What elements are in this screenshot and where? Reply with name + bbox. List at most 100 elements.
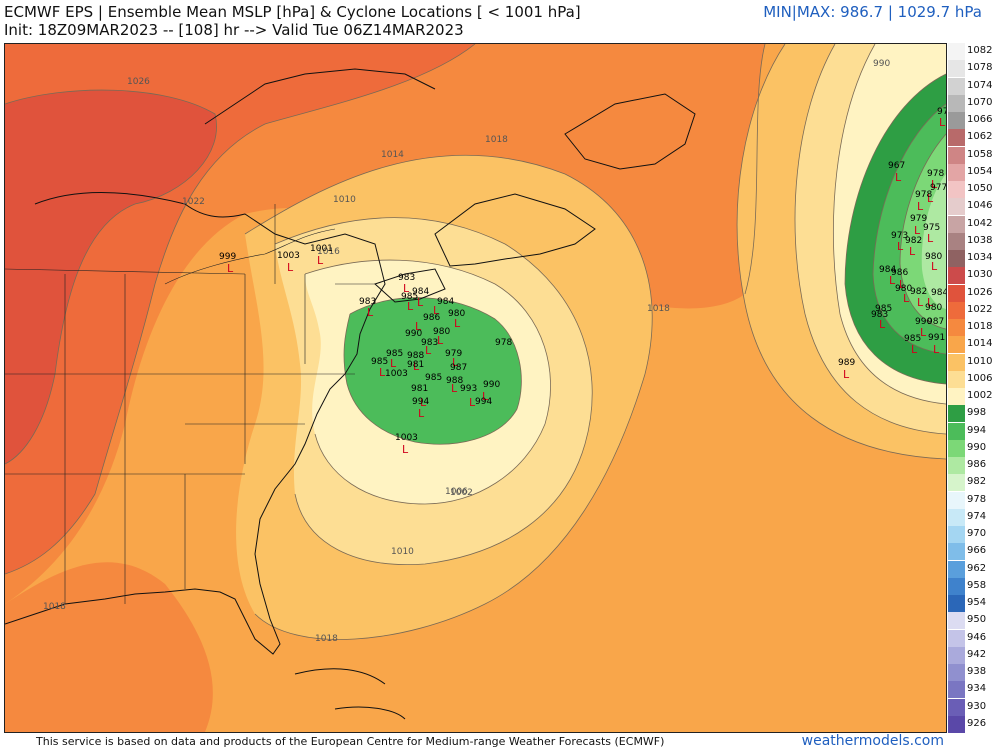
legend-label: 1014	[967, 338, 993, 350]
isobar-lines	[5, 44, 946, 640]
low-value: 994	[475, 397, 492, 407]
legend-entry: 938	[948, 664, 1000, 682]
legend-entry: 1058	[948, 146, 1000, 164]
low-value: 987	[450, 363, 467, 373]
legend-label: 1006	[967, 372, 993, 384]
isobar-label: 1026	[127, 77, 150, 87]
legend-swatch	[948, 474, 965, 492]
isobar-label: 1010	[333, 195, 356, 205]
legend-entry: 1082	[948, 43, 1000, 61]
low-marker: L	[425, 344, 432, 357]
legend-swatch	[948, 215, 965, 233]
low-marker: L	[917, 200, 924, 213]
low-value: 1003	[277, 251, 300, 261]
low-marker: L	[931, 178, 938, 191]
isobar-label: 1016	[317, 247, 340, 257]
legend-swatch	[948, 353, 965, 371]
low-value: 983	[398, 273, 415, 283]
legend-label: 1018	[967, 321, 993, 332]
low-value: 982	[905, 236, 922, 246]
low-marker: L	[911, 343, 918, 356]
legend-swatch	[948, 198, 965, 216]
data-credit: This service is based on data and produc…	[36, 735, 665, 748]
low-value: 989	[838, 358, 855, 368]
isobar-label: 1018	[43, 602, 66, 612]
legend-entry: 970	[948, 526, 1000, 544]
legend-label: 1034	[967, 252, 993, 263]
legend-swatch	[948, 560, 965, 578]
legend-entry: 1014	[948, 336, 1000, 354]
legend-label: 994	[967, 424, 987, 436]
legend-entry: 1022	[948, 301, 1000, 319]
legend-entry: 982	[948, 474, 1000, 492]
min-max-readout: MIN|MAX: 986.7 | 1029.7 hPa	[763, 3, 982, 21]
low-value: 975	[923, 223, 940, 233]
legend-entry: 930	[948, 698, 1000, 716]
low-value: 984	[931, 288, 946, 298]
legend-swatch	[948, 698, 965, 716]
legend-label: 1046	[967, 200, 993, 212]
legend-entry: 946	[948, 629, 1000, 647]
low-value: 980	[433, 327, 450, 337]
legend-entry: 1006	[948, 370, 1000, 388]
low-value: 984	[879, 265, 896, 275]
low-value: 973	[891, 231, 908, 241]
low-marker: L	[452, 356, 459, 369]
legend-swatch	[948, 370, 965, 388]
legend-label: 938	[967, 666, 987, 677]
legend-label: 998	[967, 407, 987, 419]
legend-entry: 1010	[948, 353, 1000, 371]
low-value: 978	[937, 107, 946, 117]
low-marker: L	[469, 396, 476, 409]
low-marker: L	[939, 116, 946, 129]
low-marker: L	[437, 334, 444, 347]
legend-label: 950	[967, 614, 987, 626]
low-marker: L	[227, 262, 234, 275]
legend-swatch	[948, 319, 965, 337]
legend-swatch	[948, 681, 965, 699]
legend-label: 958	[967, 579, 987, 591]
legend-entry: 978	[948, 491, 1000, 509]
legend-swatch	[948, 629, 965, 647]
atlantic-fill-986	[921, 174, 946, 309]
legend-swatch	[948, 112, 965, 130]
low-marker: L	[418, 407, 425, 420]
low-value: 984	[412, 287, 429, 297]
legend-entry: 990	[948, 439, 1000, 457]
legend-entry: 1002	[948, 388, 1000, 406]
low-value: 967	[888, 161, 905, 171]
low-value: 978	[495, 338, 512, 348]
legend-label: 978	[967, 493, 987, 505]
brand-link[interactable]: weathermodels.com	[801, 733, 944, 749]
legend-entry: 1062	[948, 129, 1000, 147]
low-marker: L	[931, 260, 938, 273]
low-value: 980	[448, 309, 465, 319]
legend-swatch	[948, 405, 965, 423]
legend-label: 1050	[967, 183, 993, 194]
legend-swatch	[948, 250, 965, 268]
pressure-color-legend: 1082 1078 1074 1070 1066 1062 1058 1054 1050 1046…	[948, 43, 1000, 733]
legend-swatch	[948, 595, 965, 613]
legend-entry: 962	[948, 560, 1000, 578]
legend-swatch	[948, 336, 965, 354]
low-marker: L	[420, 396, 427, 409]
low-value: 1001	[310, 244, 333, 254]
isobar-label: 1018	[485, 135, 508, 145]
low-marker: L	[433, 304, 440, 317]
isobar-labels: 1026 1022 1018 1014 1010 1002 1002 1006 …	[43, 59, 890, 644]
low-value: 986	[423, 313, 440, 323]
legend-swatch	[948, 646, 965, 664]
legend-label: 954	[967, 597, 987, 608]
low-value: 993	[460, 384, 477, 394]
low-value: 988	[446, 376, 463, 386]
legend-swatch	[948, 163, 965, 181]
low-marker: L	[909, 245, 916, 258]
low-value: 985	[401, 292, 418, 302]
legend-label: 1074	[967, 79, 993, 91]
isobar-label: 1018	[315, 634, 338, 644]
isobar-label: 1014	[381, 150, 404, 160]
low-marker: L	[379, 366, 386, 379]
legend-entry: 1054	[948, 163, 1000, 181]
pressure-fill-998	[343, 297, 522, 445]
